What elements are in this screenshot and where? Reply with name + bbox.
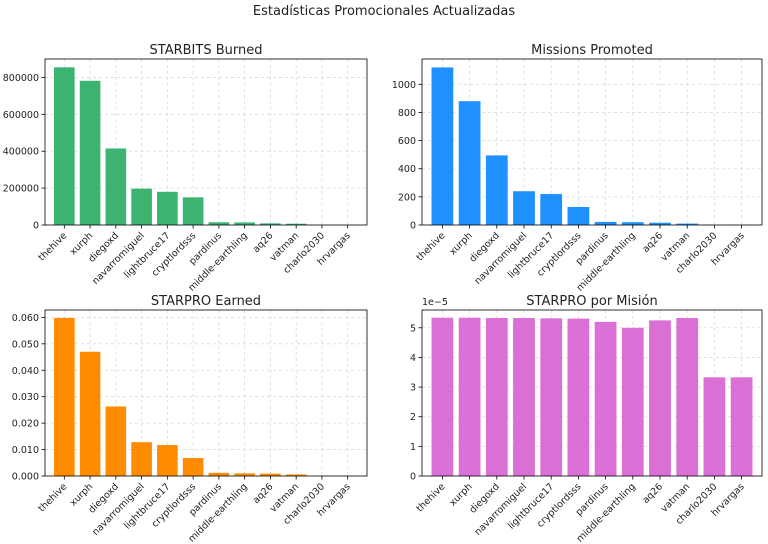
y-tick-label: 800000 bbox=[3, 73, 39, 84]
subplots: 0200000400000600000800000thehivexurphdie… bbox=[3, 43, 763, 544]
y-tick-label: 0.030 bbox=[12, 392, 39, 403]
axes-frame bbox=[421, 58, 763, 226]
bar-lightbruce17 bbox=[540, 318, 563, 476]
bar-xurph bbox=[79, 80, 101, 226]
bar-aq26 bbox=[260, 473, 281, 476]
bar-middle-earthling bbox=[234, 222, 255, 225]
x-tick-label: thehive bbox=[414, 230, 447, 263]
bar-lightbruce17 bbox=[157, 191, 178, 225]
bar-xurph bbox=[458, 101, 481, 225]
bar-vatman bbox=[676, 318, 699, 476]
bar-diegoxd bbox=[485, 318, 508, 476]
bar-lightbruce17 bbox=[157, 445, 178, 476]
y-tick-label: 600000 bbox=[3, 110, 39, 121]
bar-middle-earthling bbox=[234, 473, 255, 476]
bar-pardinus bbox=[594, 221, 617, 225]
y-tick-label: 2 bbox=[410, 412, 416, 423]
bar-vatman bbox=[285, 223, 307, 225]
bar-pardinus bbox=[208, 222, 230, 225]
bar-pardinus bbox=[208, 472, 230, 476]
y-offset-label: 1e−5 bbox=[422, 297, 448, 308]
bar-navarromiguel bbox=[131, 188, 152, 225]
y-tick-label: 0.010 bbox=[12, 445, 39, 456]
x-tick-label: thehive bbox=[36, 230, 69, 263]
y-tick-label: 600 bbox=[398, 136, 416, 147]
bar-navarromiguel bbox=[131, 442, 152, 476]
bar-hrvargas bbox=[730, 377, 753, 476]
bar-vatman bbox=[676, 223, 699, 225]
bar-aq26 bbox=[649, 222, 671, 225]
bar-cryptlordsss bbox=[567, 318, 590, 476]
y-tick-label: 5 bbox=[410, 323, 416, 334]
y-tick-label: 400000 bbox=[3, 147, 39, 158]
bar-diegoxd bbox=[105, 406, 127, 476]
y-tick-label: 800 bbox=[398, 108, 416, 119]
bar-thehive bbox=[431, 67, 454, 226]
subplot-title: STARBITS Burned bbox=[150, 43, 263, 58]
bar-diegoxd bbox=[485, 155, 508, 225]
bar-middle-earthling bbox=[621, 327, 644, 476]
bar-cryptlordsss bbox=[182, 458, 204, 476]
y-tick-label: 0 bbox=[33, 221, 39, 232]
bar-thehive bbox=[54, 67, 75, 225]
bar-xurph bbox=[458, 317, 481, 476]
x-tick-label: aq26 bbox=[640, 230, 665, 255]
figure-title: Estadísticas Promocionales Actualizadas bbox=[253, 4, 515, 19]
bar-vatman bbox=[285, 474, 307, 476]
y-tick-label: 0 bbox=[410, 221, 416, 232]
x-tick-label: aq26 bbox=[640, 481, 665, 506]
subplot-3: 0.000 0.010 0.020 0.030 0.040 0.050 0.060 thehi… bbox=[12, 294, 368, 544]
subplot-title: Missions Promoted bbox=[531, 43, 653, 58]
x-tick-label: thehive bbox=[414, 481, 447, 514]
bar-xurph bbox=[79, 351, 101, 476]
bar-cryptlordsss bbox=[182, 197, 204, 225]
y-tick-label: 0.040 bbox=[12, 366, 39, 377]
y-tick-label: 0.060 bbox=[12, 313, 39, 324]
x-tick-label: thehive bbox=[36, 481, 69, 514]
subplot-title: STARPRO por Misión bbox=[526, 294, 657, 309]
bar-thehive bbox=[431, 317, 454, 476]
y-tick-label: 1000 bbox=[392, 80, 416, 91]
bar-thehive bbox=[54, 317, 75, 476]
y-tick-label: 0.020 bbox=[12, 419, 39, 430]
subplot-title: STARPRO Earned bbox=[151, 294, 261, 309]
bar-charlo2030 bbox=[703, 377, 726, 476]
axes-frame bbox=[44, 58, 368, 226]
bar-pardinus bbox=[594, 321, 617, 476]
bar-navarromiguel bbox=[513, 318, 535, 476]
y-tick-label: 0.050 bbox=[12, 339, 39, 350]
y-tick-label: 400 bbox=[398, 164, 416, 175]
y-tick-label: 3 bbox=[410, 383, 416, 394]
y-tick-label: 200000 bbox=[3, 184, 39, 195]
bar-aq26 bbox=[649, 320, 671, 476]
y-tick-label: 0.000 bbox=[12, 472, 39, 483]
bar-aq26 bbox=[260, 223, 281, 225]
bar-diegoxd bbox=[105, 148, 127, 225]
subplot-1: 0200000400000600000800000thehivexurphdie… bbox=[3, 43, 368, 294]
bar-navarromiguel bbox=[513, 191, 535, 225]
y-tick-label: 4 bbox=[410, 353, 416, 364]
axes-frame bbox=[421, 309, 763, 477]
y-tick-label: 0 bbox=[410, 472, 416, 483]
bar-lightbruce17 bbox=[540, 194, 563, 225]
bar-cryptlordsss bbox=[567, 206, 590, 225]
axes-frame bbox=[44, 309, 368, 477]
bar-middle-earthling bbox=[621, 222, 644, 225]
y-tick-label: 1 bbox=[410, 442, 416, 453]
y-tick-label: 200 bbox=[398, 192, 416, 203]
